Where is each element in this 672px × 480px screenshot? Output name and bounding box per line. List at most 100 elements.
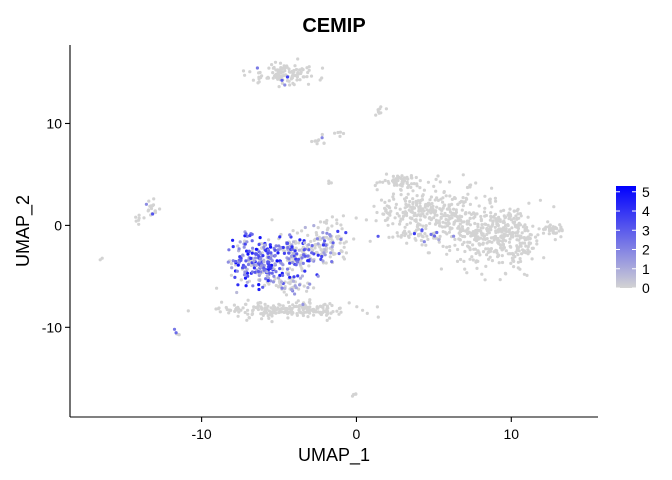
cell-point xyxy=(455,215,459,219)
cell-point xyxy=(321,259,325,263)
cell-point xyxy=(434,177,438,181)
cell-point xyxy=(276,77,280,81)
cell-point xyxy=(306,259,310,263)
cell-point xyxy=(269,256,273,261)
cell-point xyxy=(405,213,409,218)
cell-point xyxy=(384,208,388,212)
cell-point xyxy=(466,192,470,196)
cell-point xyxy=(388,213,392,217)
cell-point xyxy=(450,216,454,220)
cell-point xyxy=(281,74,286,78)
cell-point xyxy=(537,227,541,231)
cell-point xyxy=(320,132,324,137)
cell-point xyxy=(500,254,504,258)
cell-point xyxy=(273,60,278,64)
cell-point xyxy=(464,229,468,233)
cell-point xyxy=(376,315,380,319)
cell-point xyxy=(245,318,249,322)
cell-point xyxy=(144,202,148,206)
cell-point xyxy=(375,210,379,215)
cell-point xyxy=(248,234,252,238)
cell-point xyxy=(260,311,265,315)
cell-point xyxy=(249,263,253,268)
cell-point xyxy=(392,183,397,187)
cell-point xyxy=(232,303,236,307)
cell-point xyxy=(484,264,488,268)
cell-point xyxy=(432,184,436,188)
cell-point xyxy=(296,72,300,76)
cell-point xyxy=(437,238,441,242)
cell-point xyxy=(525,273,529,277)
cell-point xyxy=(508,237,512,241)
cell-point xyxy=(373,183,377,188)
cell-point xyxy=(278,267,282,271)
cell-point xyxy=(325,231,329,235)
cell-point xyxy=(261,254,265,258)
cell-point xyxy=(517,238,521,242)
cell-point xyxy=(438,234,442,238)
cell-point xyxy=(391,192,396,196)
cell-point xyxy=(339,249,343,253)
cell-point xyxy=(338,306,342,310)
cell-point xyxy=(457,225,461,229)
cell-point xyxy=(486,223,490,227)
cell-point xyxy=(312,224,316,228)
cell-point xyxy=(456,247,460,252)
x-tick-label: 10 xyxy=(504,426,520,442)
cell-point xyxy=(266,314,270,318)
cell-point xyxy=(302,75,306,79)
cell-point xyxy=(401,231,405,235)
cell-point xyxy=(337,252,341,256)
cell-point xyxy=(452,196,457,200)
cell-point xyxy=(403,233,407,238)
cell-point xyxy=(300,256,304,260)
y-tick-label: 0 xyxy=(54,217,62,233)
cell-point xyxy=(231,238,235,242)
cell-point xyxy=(469,183,473,187)
cell-point xyxy=(436,174,440,178)
cell-point xyxy=(267,271,271,275)
cell-point xyxy=(288,261,292,265)
cell-point xyxy=(250,239,254,243)
cell-point xyxy=(472,211,476,215)
cell-point xyxy=(270,320,274,324)
cell-point xyxy=(281,267,285,271)
cell-point xyxy=(472,216,476,220)
cell-point xyxy=(337,312,341,316)
cell-point xyxy=(406,234,411,238)
cell-point xyxy=(377,111,381,115)
cell-point xyxy=(297,287,301,291)
cell-point xyxy=(509,218,513,222)
cell-point xyxy=(401,214,406,218)
cell-point xyxy=(288,233,292,237)
cell-point xyxy=(491,220,495,224)
cell-point xyxy=(516,212,520,216)
cell-point xyxy=(293,64,297,68)
cell-point xyxy=(251,78,255,82)
cell-point xyxy=(271,280,275,284)
cell-point xyxy=(446,218,450,222)
cell-point xyxy=(511,253,515,257)
cell-point xyxy=(260,306,264,310)
cell-point xyxy=(385,218,389,222)
cell-point xyxy=(401,181,405,185)
cell-point xyxy=(322,303,326,307)
cell-point xyxy=(289,310,293,314)
cell-point xyxy=(492,235,496,239)
cell-point xyxy=(479,219,483,223)
cell-point xyxy=(246,312,250,316)
cell-point xyxy=(548,223,552,227)
cell-point xyxy=(286,273,290,277)
cell-point xyxy=(231,245,235,249)
cell-point xyxy=(500,260,505,265)
cell-point xyxy=(415,194,419,198)
cell-point xyxy=(247,316,251,320)
cell-point xyxy=(323,239,327,243)
cell-point xyxy=(508,207,512,211)
cell-point xyxy=(322,220,326,224)
cell-point xyxy=(384,172,389,176)
cell-point xyxy=(497,261,501,265)
cell-point xyxy=(295,231,299,235)
cell-point xyxy=(286,79,290,83)
cell-point xyxy=(290,247,294,251)
